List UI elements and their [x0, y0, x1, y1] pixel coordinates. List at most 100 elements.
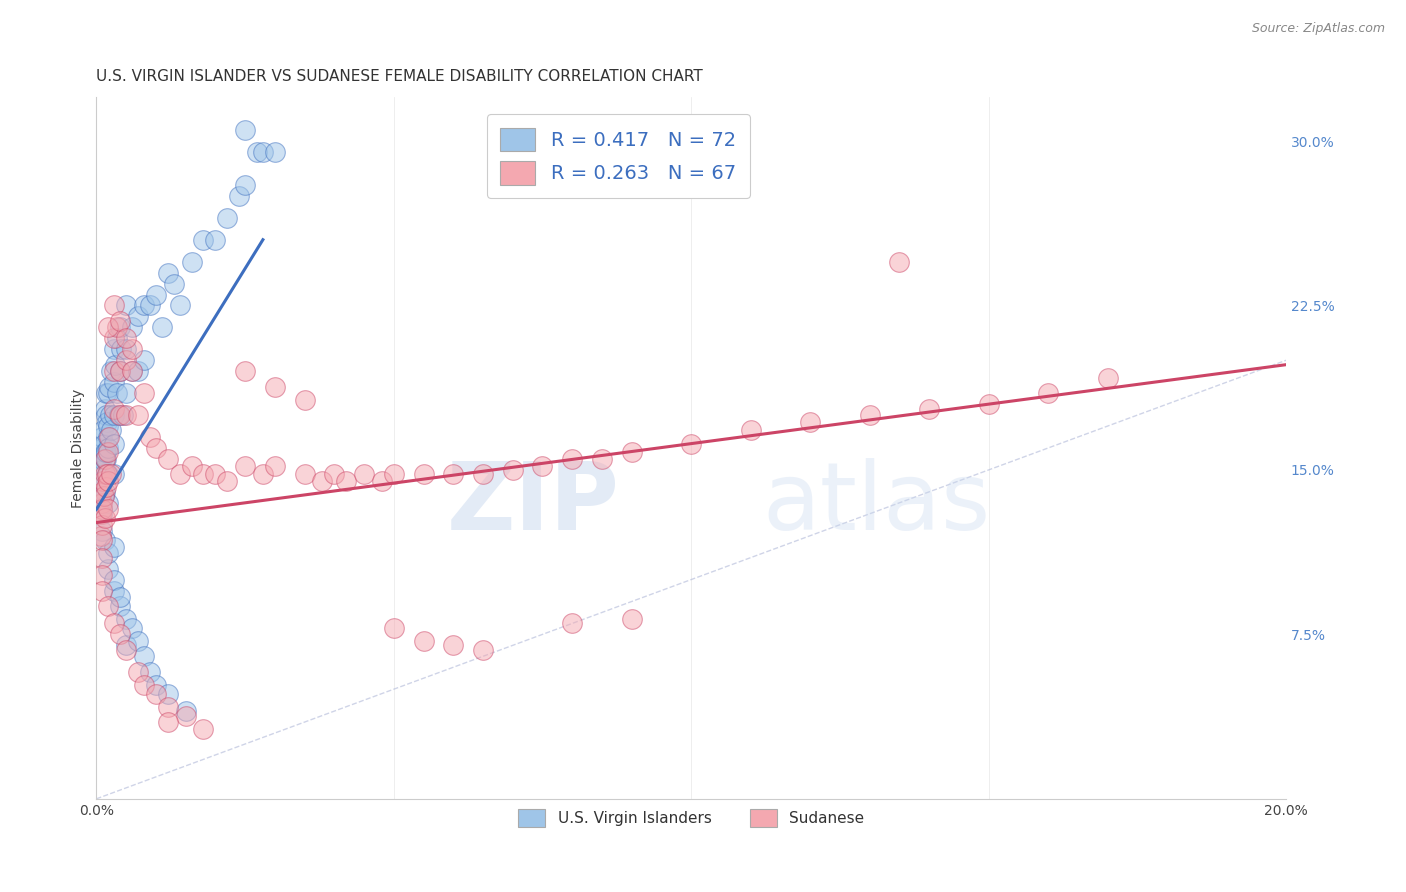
Point [108, 627, 131, 641]
Point [620, 612, 643, 626]
Point [252, 145, 274, 159]
Point [204, 233, 226, 247]
Point [103, 583, 125, 598]
Point [97, 445, 120, 459]
Point [93, 474, 115, 488]
Point [246, 145, 269, 159]
Point [115, 612, 138, 626]
Point [163, 277, 186, 291]
Point [94, 511, 117, 525]
Point [193, 722, 215, 736]
Point [127, 310, 149, 324]
Point [103, 331, 125, 345]
Point [121, 364, 143, 378]
Point [156, 266, 179, 280]
Point [103, 573, 125, 587]
Point [91, 550, 114, 565]
Point [97, 467, 120, 482]
Point [91, 533, 114, 547]
Point [91, 517, 114, 532]
Point [412, 634, 434, 648]
Point [105, 386, 128, 401]
Point [110, 343, 132, 357]
Point [121, 621, 143, 635]
Text: U.S. VIRGIN ISLANDER VS SUDANESE FEMALE DISABILITY CORRELATION CHART: U.S. VIRGIN ISLANDER VS SUDANESE FEMALE … [97, 69, 703, 84]
Text: Source: ZipAtlas.com: Source: ZipAtlas.com [1251, 22, 1385, 36]
Point [98, 408, 121, 422]
Point [561, 616, 583, 631]
Point [311, 474, 333, 488]
Point [97, 599, 120, 613]
Point [150, 320, 173, 334]
Point [91, 583, 114, 598]
Point [97, 320, 120, 334]
Point [193, 233, 215, 247]
Point [382, 621, 405, 635]
Point [108, 314, 131, 328]
Point [382, 467, 405, 482]
Point [918, 401, 941, 416]
Point [169, 467, 191, 482]
Point [180, 458, 202, 473]
Point [174, 708, 197, 723]
Point [108, 590, 131, 604]
Point [91, 502, 114, 516]
Point [97, 386, 120, 401]
Point [889, 254, 911, 268]
Point [145, 678, 167, 692]
Point [90, 496, 112, 510]
Point [94, 480, 117, 494]
Point [441, 638, 464, 652]
Point [472, 642, 495, 657]
Point [620, 445, 643, 459]
Point [103, 616, 125, 631]
Point [145, 441, 167, 455]
Point [1097, 371, 1119, 385]
Point [97, 502, 120, 516]
Y-axis label: Female Disability: Female Disability [72, 388, 86, 508]
Point [108, 599, 131, 613]
Point [1036, 386, 1059, 401]
Point [193, 467, 215, 482]
Point [156, 715, 179, 730]
Point [103, 401, 125, 416]
Point [94, 452, 117, 467]
Point [103, 436, 125, 450]
Point [561, 452, 583, 467]
Point [115, 642, 138, 657]
Point [96, 445, 118, 459]
Point [108, 320, 131, 334]
Point [799, 415, 821, 429]
Point [859, 408, 882, 422]
Point [91, 430, 114, 444]
Point [156, 452, 179, 467]
Point [353, 467, 375, 482]
Point [94, 445, 117, 459]
Point [90, 452, 112, 467]
Point [115, 386, 138, 401]
Point [121, 343, 143, 357]
Point [91, 452, 114, 467]
Point [252, 467, 274, 482]
Point [94, 401, 117, 416]
Text: ZIP: ZIP [447, 458, 620, 550]
Point [115, 343, 138, 357]
Point [156, 687, 179, 701]
Point [323, 467, 346, 482]
Point [132, 678, 155, 692]
Point [263, 458, 285, 473]
Point [335, 474, 357, 488]
Point [96, 386, 118, 401]
Point [145, 287, 167, 301]
Point [90, 441, 112, 455]
Point [103, 343, 125, 357]
Point [127, 364, 149, 378]
Point [97, 561, 120, 575]
Point [97, 430, 120, 444]
Point [233, 178, 256, 192]
Point [233, 364, 256, 378]
Text: atlas: atlas [762, 458, 991, 550]
Point [115, 638, 138, 652]
Point [90, 507, 112, 521]
Point [233, 458, 256, 473]
